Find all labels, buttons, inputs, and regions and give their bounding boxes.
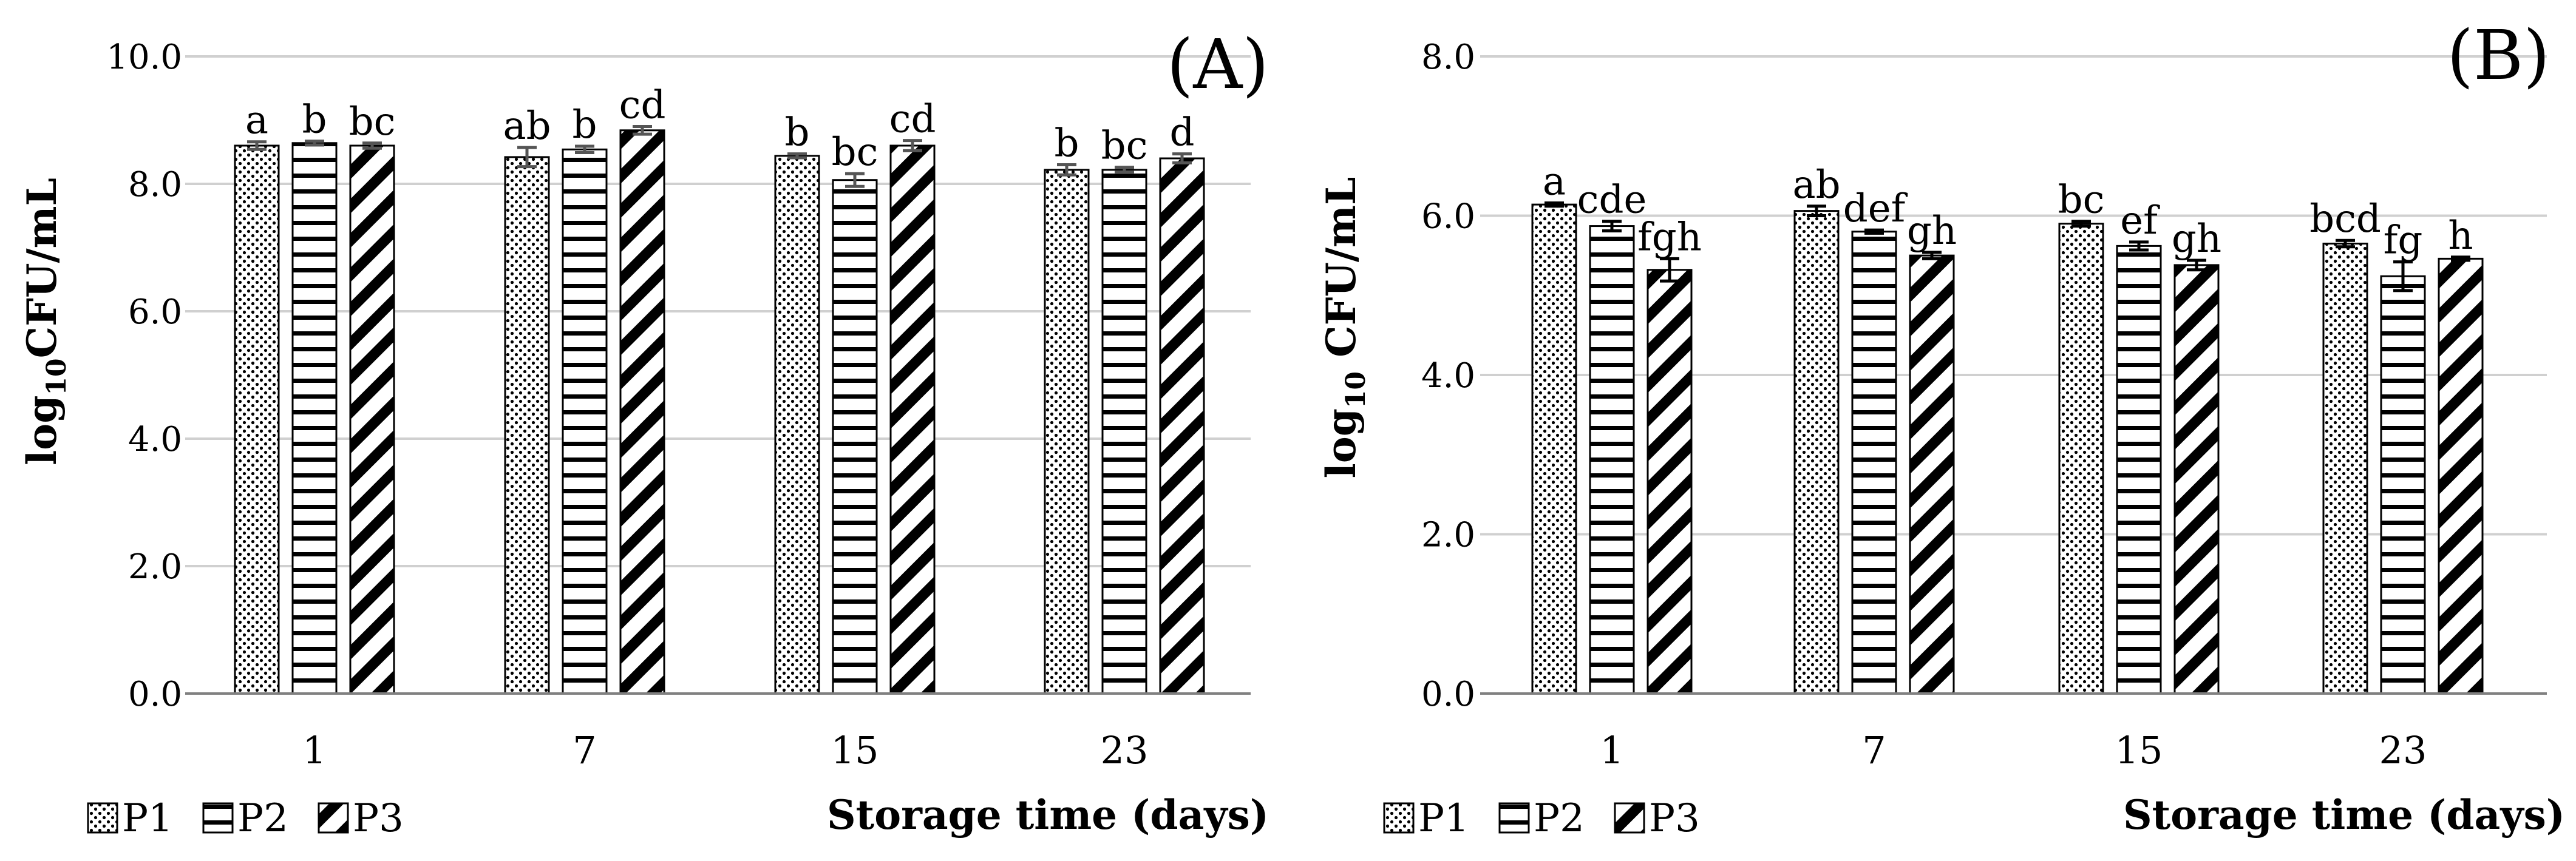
- y-tick-label: 2.0: [128, 547, 182, 587]
- bar-p3: [1159, 157, 1205, 695]
- bar-p1: [504, 156, 550, 695]
- bar-p2: [1589, 225, 1635, 695]
- significance-letter: a: [245, 98, 268, 143]
- bar-p3: [349, 144, 395, 695]
- bar-p1: [774, 155, 820, 695]
- bar-p3: [619, 129, 665, 695]
- significance-letter: a: [1543, 160, 1566, 204]
- legend-label: P1: [1418, 796, 1469, 841]
- significance-letter: bc: [349, 100, 396, 144]
- y-tick-label: 8.0: [1421, 38, 1475, 77]
- x-tick-label: 15: [2115, 728, 2163, 772]
- x-tick-label: 1: [302, 728, 326, 772]
- y-axis-title-prefix: log: [18, 396, 66, 465]
- significance-letter: b: [573, 103, 597, 147]
- bar-p3: [1909, 254, 1955, 695]
- significance-letter: cd: [889, 97, 936, 142]
- x-tick-label: 7: [573, 728, 596, 772]
- legend-swatch-p2: [202, 802, 234, 834]
- significance-letter: gh: [2172, 217, 2221, 262]
- x-tick-label: 23: [2379, 728, 2427, 772]
- significance-letter: bc: [1101, 124, 1148, 169]
- y-axis-title-suffix: CFU/mL: [1317, 177, 1365, 371]
- y-axis-title: log10CFU/mL: [18, 178, 72, 465]
- y-tick-label: 2.0: [1421, 516, 1475, 555]
- x-axis-title: Storage time (days): [827, 791, 1269, 839]
- y-tick-label: 4.0: [128, 420, 182, 459]
- legend-label: P3: [1649, 796, 1700, 841]
- significance-letter: bc: [832, 130, 878, 175]
- x-tick-label: 23: [1101, 728, 1149, 772]
- y-tick-label: 0.0: [1421, 675, 1475, 714]
- legend-label: P2: [237, 796, 288, 841]
- y-axis-title-subscript: 10: [1341, 371, 1371, 408]
- significance-letter: ab: [503, 104, 551, 149]
- legend-swatch-p1: [87, 802, 118, 834]
- significance-letter: bcd: [2309, 197, 2381, 241]
- legend-swatch-p2: [1498, 802, 1530, 834]
- significance-letter: b: [785, 110, 810, 155]
- y-tick-label: 6.0: [1421, 197, 1475, 237]
- bar-p2: [832, 179, 878, 695]
- legend-label: P3: [353, 796, 404, 841]
- y-tick-label: 0.0: [128, 675, 182, 714]
- bar-p3: [2438, 257, 2484, 695]
- bar-p3: [889, 144, 936, 695]
- legend-label: P2: [1534, 796, 1585, 841]
- legend-swatch-p3: [318, 802, 349, 834]
- bar-p1: [1793, 210, 1840, 695]
- bar-p2: [1101, 169, 1147, 695]
- y-tick-label: 8.0: [128, 165, 182, 204]
- significance-letter: b: [302, 98, 327, 143]
- x-axis-title: Storage time (days): [2123, 791, 2565, 839]
- bar-p2: [2380, 275, 2426, 695]
- significance-letter: ef: [2120, 198, 2160, 243]
- significance-letter: gh: [1907, 209, 1957, 254]
- bar-p1: [2322, 242, 2368, 695]
- y-axis-title-suffix: CFU/mL: [18, 178, 66, 358]
- bar-p2: [2116, 245, 2162, 695]
- bar-p2: [1851, 231, 1897, 695]
- bar-p1: [1531, 203, 1577, 695]
- y-axis-title: log10 CFU/mL: [1317, 177, 1371, 479]
- x-tick-label: 7: [1862, 728, 1886, 772]
- x-tick-label: 1: [1600, 728, 1623, 772]
- significance-letter: ab: [1792, 163, 1840, 208]
- legend-label: P1: [122, 796, 173, 841]
- panel-label: (A): [1167, 25, 1269, 104]
- legend-swatch-p3: [1614, 802, 1645, 834]
- bar-p1: [2058, 223, 2104, 695]
- bar-p3: [1647, 269, 1693, 695]
- significance-letter: cde: [1577, 178, 1647, 223]
- bar-p1: [1044, 169, 1090, 695]
- legend-swatch-p1: [1383, 802, 1415, 834]
- bar-p1: [234, 144, 280, 695]
- significance-letter: d: [1170, 110, 1195, 155]
- significance-letter: b: [1055, 121, 1079, 166]
- y-axis-title-subscript: 10: [41, 358, 72, 395]
- significance-letter: h: [2448, 214, 2473, 258]
- bar-p2: [291, 142, 338, 695]
- bar-p2: [562, 148, 608, 695]
- y-axis-title-prefix: log: [1317, 408, 1365, 478]
- panel-label: (B): [2447, 16, 2550, 95]
- significance-letter: def: [1843, 186, 1908, 231]
- y-tick-label: 4.0: [1421, 356, 1475, 396]
- significance-letter: cd: [619, 83, 666, 128]
- significance-letter: fg: [2384, 218, 2423, 263]
- y-tick-label: 6.0: [128, 292, 182, 332]
- y-tick-label: 10.0: [106, 38, 182, 77]
- bar-p3: [2173, 264, 2220, 695]
- significance-letter: fgh: [1637, 215, 1702, 260]
- significance-letter: bc: [2058, 178, 2105, 223]
- x-tick-label: 15: [831, 728, 879, 772]
